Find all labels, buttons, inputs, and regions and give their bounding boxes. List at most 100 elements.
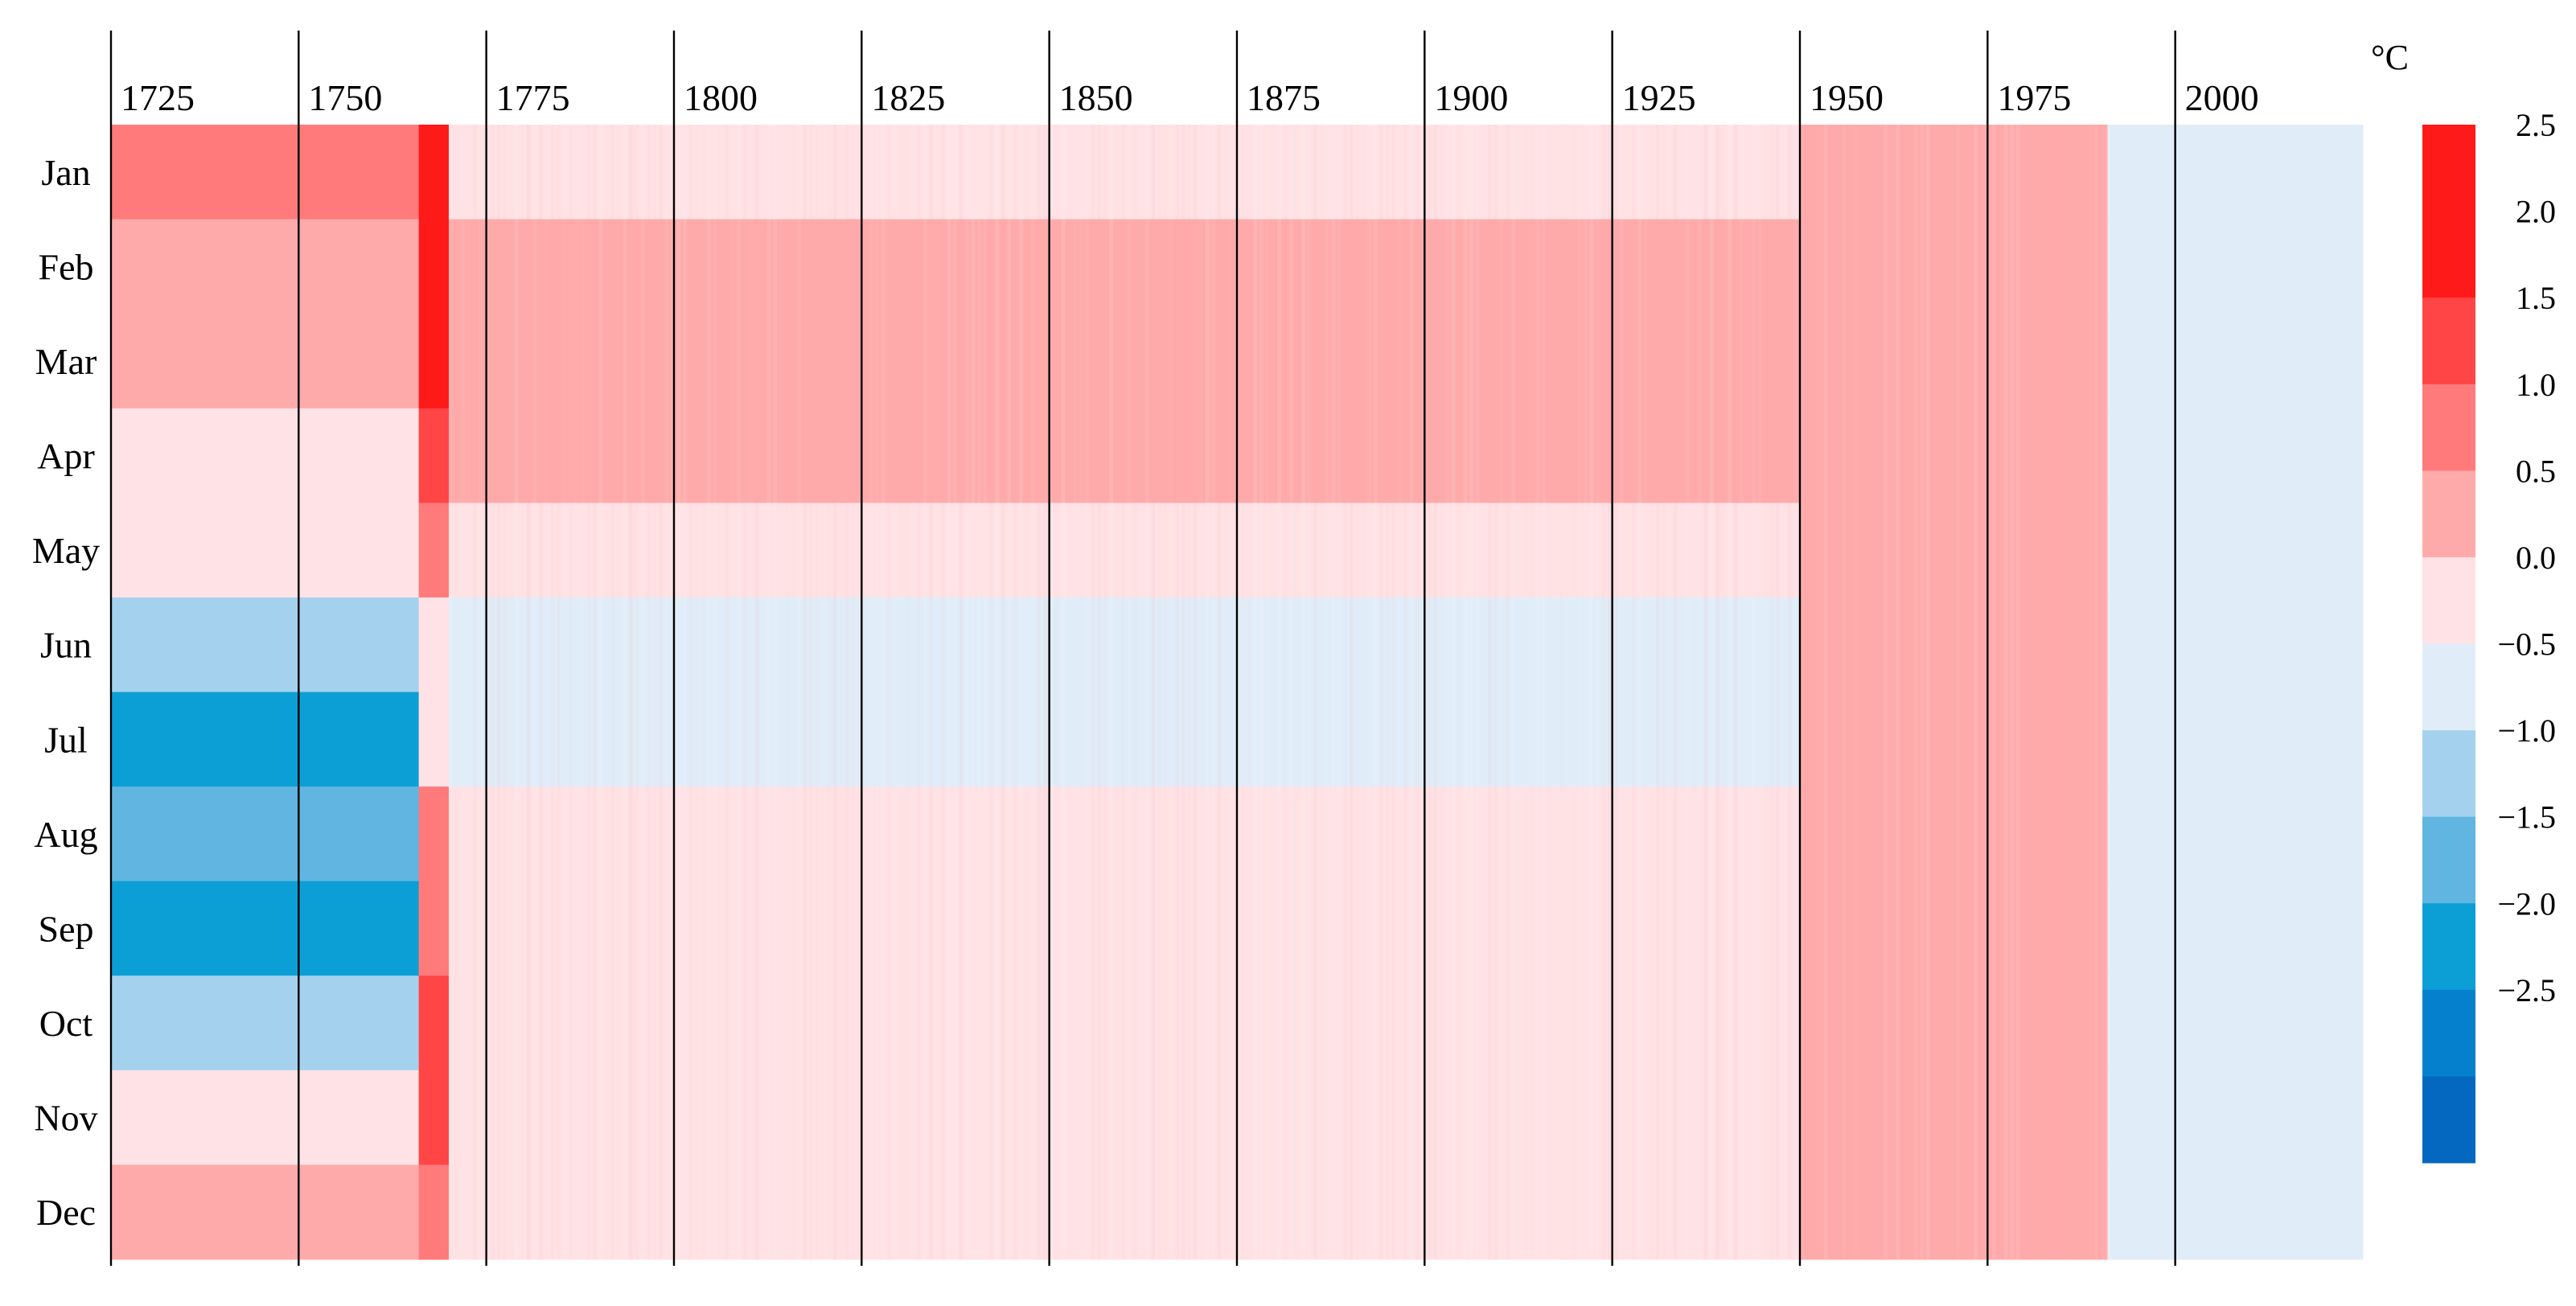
colorbar-bin bbox=[2422, 1076, 2475, 1164]
heatmap-cell bbox=[418, 219, 450, 314]
heatmap-cell bbox=[418, 597, 450, 692]
texture-stripe bbox=[1601, 125, 1606, 1259]
month-label: Nov bbox=[34, 1098, 97, 1139]
texture-stripe bbox=[1769, 125, 1774, 1259]
texture-stripe bbox=[1301, 125, 1305, 1259]
texture-stripe bbox=[515, 125, 519, 1259]
texture-stripe bbox=[1757, 125, 1762, 1259]
colorbar-bin bbox=[2422, 989, 2475, 1077]
texture-stripe bbox=[472, 125, 477, 1259]
colorbar-unit-label: °C bbox=[2371, 38, 2409, 77]
texture-stripe bbox=[1373, 125, 1378, 1259]
texture-stripe bbox=[1680, 125, 1684, 1259]
month-label: Apr bbox=[37, 436, 95, 477]
texture-stripe bbox=[1662, 125, 1666, 1259]
texture-stripe bbox=[1854, 125, 1858, 1259]
heatmap-cell bbox=[2107, 314, 2364, 409]
heatmap-cell bbox=[111, 1164, 420, 1260]
texture-stripe bbox=[647, 125, 651, 1259]
texture-stripe bbox=[671, 125, 675, 1259]
texture-stripe bbox=[1211, 125, 1215, 1259]
texture-stripe bbox=[1728, 125, 1732, 1259]
texture-stripe bbox=[1842, 125, 1846, 1259]
texture-stripe bbox=[832, 125, 837, 1259]
texture-stripe bbox=[2046, 125, 2050, 1259]
heatmap-cell bbox=[2107, 692, 2364, 787]
texture-stripe bbox=[1631, 125, 1636, 1259]
texture-stripe bbox=[1710, 125, 1714, 1259]
texture-stripe bbox=[1445, 125, 1450, 1259]
texture-stripe bbox=[1764, 125, 1768, 1259]
texture-stripe bbox=[1878, 125, 1882, 1259]
heatmap-cell bbox=[1800, 219, 2109, 314]
texture-stripe bbox=[701, 125, 705, 1259]
texture-stripe bbox=[1794, 125, 1798, 1259]
texture-stripe bbox=[869, 125, 873, 1259]
texture-stripe bbox=[1925, 125, 1930, 1259]
texture-stripe bbox=[1740, 125, 1744, 1259]
texture-stripe bbox=[1247, 125, 1251, 1259]
texture-stripe bbox=[1722, 125, 1726, 1259]
texture-stripe bbox=[1937, 125, 1942, 1259]
heatmap-cell bbox=[418, 975, 450, 1071]
texture-stripe bbox=[2028, 125, 2032, 1259]
texture-stripe bbox=[1061, 125, 1066, 1259]
heatmap-cell bbox=[111, 597, 420, 692]
texture-stripe bbox=[983, 125, 988, 1259]
texture-stripe bbox=[581, 125, 585, 1259]
texture-stripe bbox=[1325, 125, 1329, 1259]
texture-stripe bbox=[1205, 125, 1210, 1259]
texture-stripe bbox=[1031, 125, 1035, 1259]
texture-stripe bbox=[1596, 125, 1600, 1259]
texture-stripe bbox=[1968, 125, 1972, 1259]
colorbar-bin bbox=[2422, 384, 2475, 471]
x-tick-label: 1875 bbox=[1247, 77, 1321, 118]
texture-stripe bbox=[1932, 125, 1936, 1259]
x-tick-label: 1750 bbox=[308, 77, 382, 118]
texture-stripe bbox=[1217, 125, 1222, 1259]
texture-stripe bbox=[2058, 125, 2062, 1259]
texture-stripe bbox=[1949, 125, 1954, 1259]
texture-stripe bbox=[1493, 125, 1498, 1259]
texture-stripe bbox=[977, 125, 981, 1259]
month-label: Feb bbox=[39, 246, 94, 287]
colorbar: 2.5 2.0 1.5 1.0 0.5 0.0 −0.5 −1.0 −1.5 −2.0 −2.5 bbox=[2422, 107, 2556, 1164]
texture-stripe bbox=[719, 125, 723, 1259]
texture-stripe bbox=[575, 125, 579, 1259]
texture-stripe bbox=[911, 125, 915, 1259]
month-label: Jun bbox=[40, 625, 92, 666]
texture-stripe bbox=[617, 125, 621, 1259]
texture-stripe bbox=[1944, 125, 1948, 1259]
texture-stripe bbox=[725, 125, 729, 1259]
x-tick-label: 1800 bbox=[684, 77, 758, 118]
texture-stripe bbox=[1019, 125, 1023, 1259]
texture-stripe bbox=[659, 125, 663, 1259]
texture-stripe bbox=[1169, 125, 1173, 1259]
texture-stripe bbox=[1187, 125, 1192, 1259]
texture-stripe bbox=[586, 125, 591, 1259]
texture-stripe bbox=[1157, 125, 1161, 1259]
texture-stripe bbox=[598, 125, 603, 1259]
texture-stripe bbox=[1140, 125, 1144, 1259]
texture-stripe bbox=[935, 125, 939, 1259]
colorbar-tick-label: 1.5 bbox=[2516, 280, 2556, 316]
texture-stripe bbox=[1890, 125, 1894, 1259]
month-label: Jan bbox=[41, 152, 90, 193]
texture-stripe bbox=[1686, 125, 1690, 1259]
texture-stripe bbox=[1547, 125, 1551, 1259]
heatmap-cell bbox=[1800, 975, 2109, 1071]
month-label: Sep bbox=[39, 908, 94, 949]
heatmap-cell bbox=[111, 125, 420, 220]
colorbar-tick-label: −2.0 bbox=[2497, 885, 2556, 922]
texture-stripe bbox=[875, 125, 879, 1259]
month-labels: Jan Feb Mar Apr May Jun Jul Aug Sep Oct Nov Dec bbox=[32, 152, 100, 1233]
texture-stripe bbox=[1272, 125, 1276, 1259]
texture-stripe bbox=[1584, 125, 1588, 1259]
texture-stripe bbox=[1277, 125, 1282, 1259]
texture-stripe bbox=[1776, 125, 1780, 1259]
texture-stripe bbox=[731, 125, 735, 1259]
texture-stripe bbox=[1668, 125, 1672, 1259]
texture-stripe bbox=[1313, 125, 1317, 1259]
texture-stripe bbox=[2082, 125, 2086, 1259]
texture-stripe bbox=[2093, 125, 2098, 1259]
